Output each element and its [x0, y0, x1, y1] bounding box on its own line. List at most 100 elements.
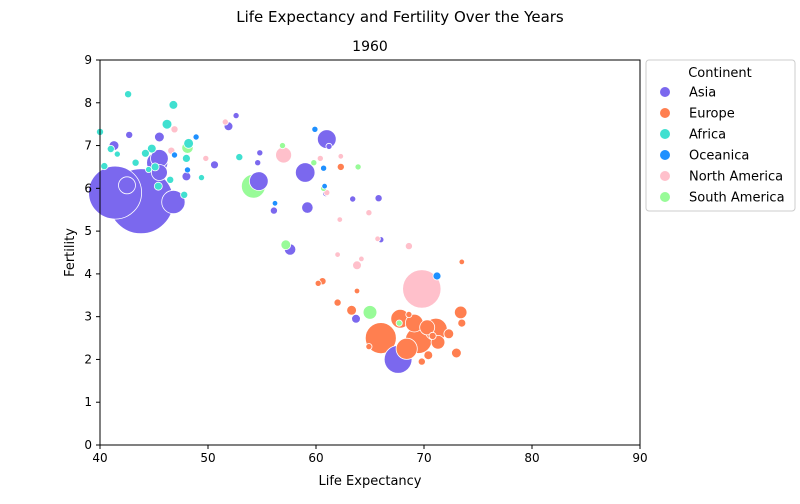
data-point-asia	[88, 165, 142, 220]
x-tick-label: 40	[92, 451, 107, 465]
data-point-asia	[154, 131, 165, 143]
legend-entries: Asia Europe Africa Oceanica North America Sou…	[660, 86, 785, 206]
data-point-africa	[140, 148, 150, 158]
plot-points	[88, 90, 468, 374]
data-point-asia	[118, 176, 136, 195]
y-axis-ticks: 0 1 2 3 4 5 6 7 8 9	[84, 53, 100, 452]
data-point-oceanica	[271, 200, 279, 207]
y-tick-label: 9	[84, 53, 92, 67]
data-point-asia	[232, 112, 240, 120]
data-point-europe	[423, 350, 434, 361]
data-point-asia	[256, 149, 264, 157]
data-point-south-america	[362, 305, 378, 320]
data-point-oceanica	[170, 151, 178, 159]
legend-label-south-america: South America	[689, 191, 785, 206]
plot-frame	[99, 59, 641, 446]
y-tick-label: 3	[84, 310, 92, 324]
legend-marker-africa	[660, 129, 670, 139]
data-point-europe	[451, 347, 462, 359]
data-point-africa	[161, 118, 173, 130]
data-point-africa	[147, 143, 157, 154]
data-point-north-america	[402, 269, 442, 309]
data-point-africa	[180, 190, 189, 199]
data-point-asia	[301, 201, 314, 214]
data-point-europe	[364, 322, 397, 355]
y-tick-label: 2	[84, 352, 92, 366]
legend-label-north-america: North America	[689, 170, 783, 185]
data-point-north-america	[202, 154, 210, 162]
chart-subtitle: 1960	[352, 39, 388, 55]
data-point-oceanica	[320, 164, 328, 172]
data-point-asia	[374, 194, 383, 203]
data-point-oceanica	[311, 125, 319, 133]
y-axis-label: Fertility	[63, 228, 78, 277]
legend-marker-asia	[660, 87, 670, 97]
legend-label-asia: Asia	[689, 86, 716, 101]
x-axis-ticks: 40 50 60 70 80 90	[92, 445, 648, 465]
data-point-europe	[454, 305, 468, 320]
data-point-asia	[181, 171, 192, 182]
data-point-africa	[168, 100, 179, 110]
data-point-north-america	[358, 255, 365, 263]
data-point-europe	[458, 258, 465, 266]
legend-frame	[645, 59, 796, 212]
data-point-north-america	[337, 153, 344, 160]
data-point-oceanica	[432, 271, 442, 281]
x-tick-label: 70	[416, 451, 431, 465]
y-tick-label: 7	[84, 139, 92, 153]
data-point-asia	[351, 313, 361, 324]
y-tick-label: 6	[84, 181, 92, 195]
y-tick-label: 5	[84, 224, 92, 238]
x-tick-label: 80	[524, 451, 539, 465]
data-point-oceanica	[183, 166, 191, 174]
data-point-south-america	[354, 163, 362, 171]
data-point-africa	[166, 175, 175, 184]
legend-label-europe: Europe	[689, 107, 735, 122]
legend-label-africa: Africa	[689, 128, 726, 143]
x-tick-label: 60	[308, 451, 323, 465]
data-point-oceanica	[321, 182, 328, 190]
legend-marker-north-america	[660, 171, 670, 181]
data-point-africa	[181, 153, 191, 163]
data-point-africa	[183, 138, 194, 149]
data-point-europe	[336, 162, 345, 171]
data-point-asia	[325, 142, 333, 150]
data-point-asia	[161, 189, 186, 215]
data-point-europe	[314, 279, 322, 287]
data-point-africa	[124, 90, 133, 99]
data-point-north-america	[221, 118, 229, 126]
data-point-africa	[153, 181, 163, 191]
x-tick-label: 50	[200, 451, 215, 465]
data-point-north-america	[374, 235, 381, 242]
data-point-europe	[333, 298, 342, 307]
data-point-north-america	[404, 242, 413, 251]
data-point-north-america	[316, 154, 324, 162]
data-point-asia	[269, 206, 278, 215]
data-point-south-america	[395, 319, 403, 327]
data-point-oceanica	[192, 133, 200, 141]
data-point-africa	[100, 162, 109, 171]
y-tick-label: 1	[84, 395, 92, 409]
x-axis-label: Life Expectancy	[318, 474, 421, 489]
legend-label-oceanica: Oceanica	[689, 149, 749, 164]
data-point-north-america	[336, 216, 343, 223]
chart-title: Life Expectancy and Fertility Over the Y…	[236, 8, 564, 26]
data-point-europe	[346, 304, 357, 316]
y-tick-label: 8	[84, 96, 92, 110]
y-tick-label: 0	[84, 438, 92, 452]
data-point-north-america	[365, 209, 373, 217]
x-tick-label: 90	[632, 451, 647, 465]
data-point-south-america	[310, 159, 318, 167]
data-point-north-america	[352, 260, 362, 271]
data-point-europe	[365, 343, 373, 351]
data-point-europe	[419, 319, 436, 336]
data-point-europe	[405, 310, 413, 318]
data-point-europe	[428, 331, 437, 340]
data-point-africa	[150, 162, 160, 172]
data-point-asia	[125, 130, 134, 139]
data-point-europe	[353, 287, 361, 295]
data-point-africa	[106, 144, 115, 153]
data-point-north-america	[334, 251, 341, 258]
